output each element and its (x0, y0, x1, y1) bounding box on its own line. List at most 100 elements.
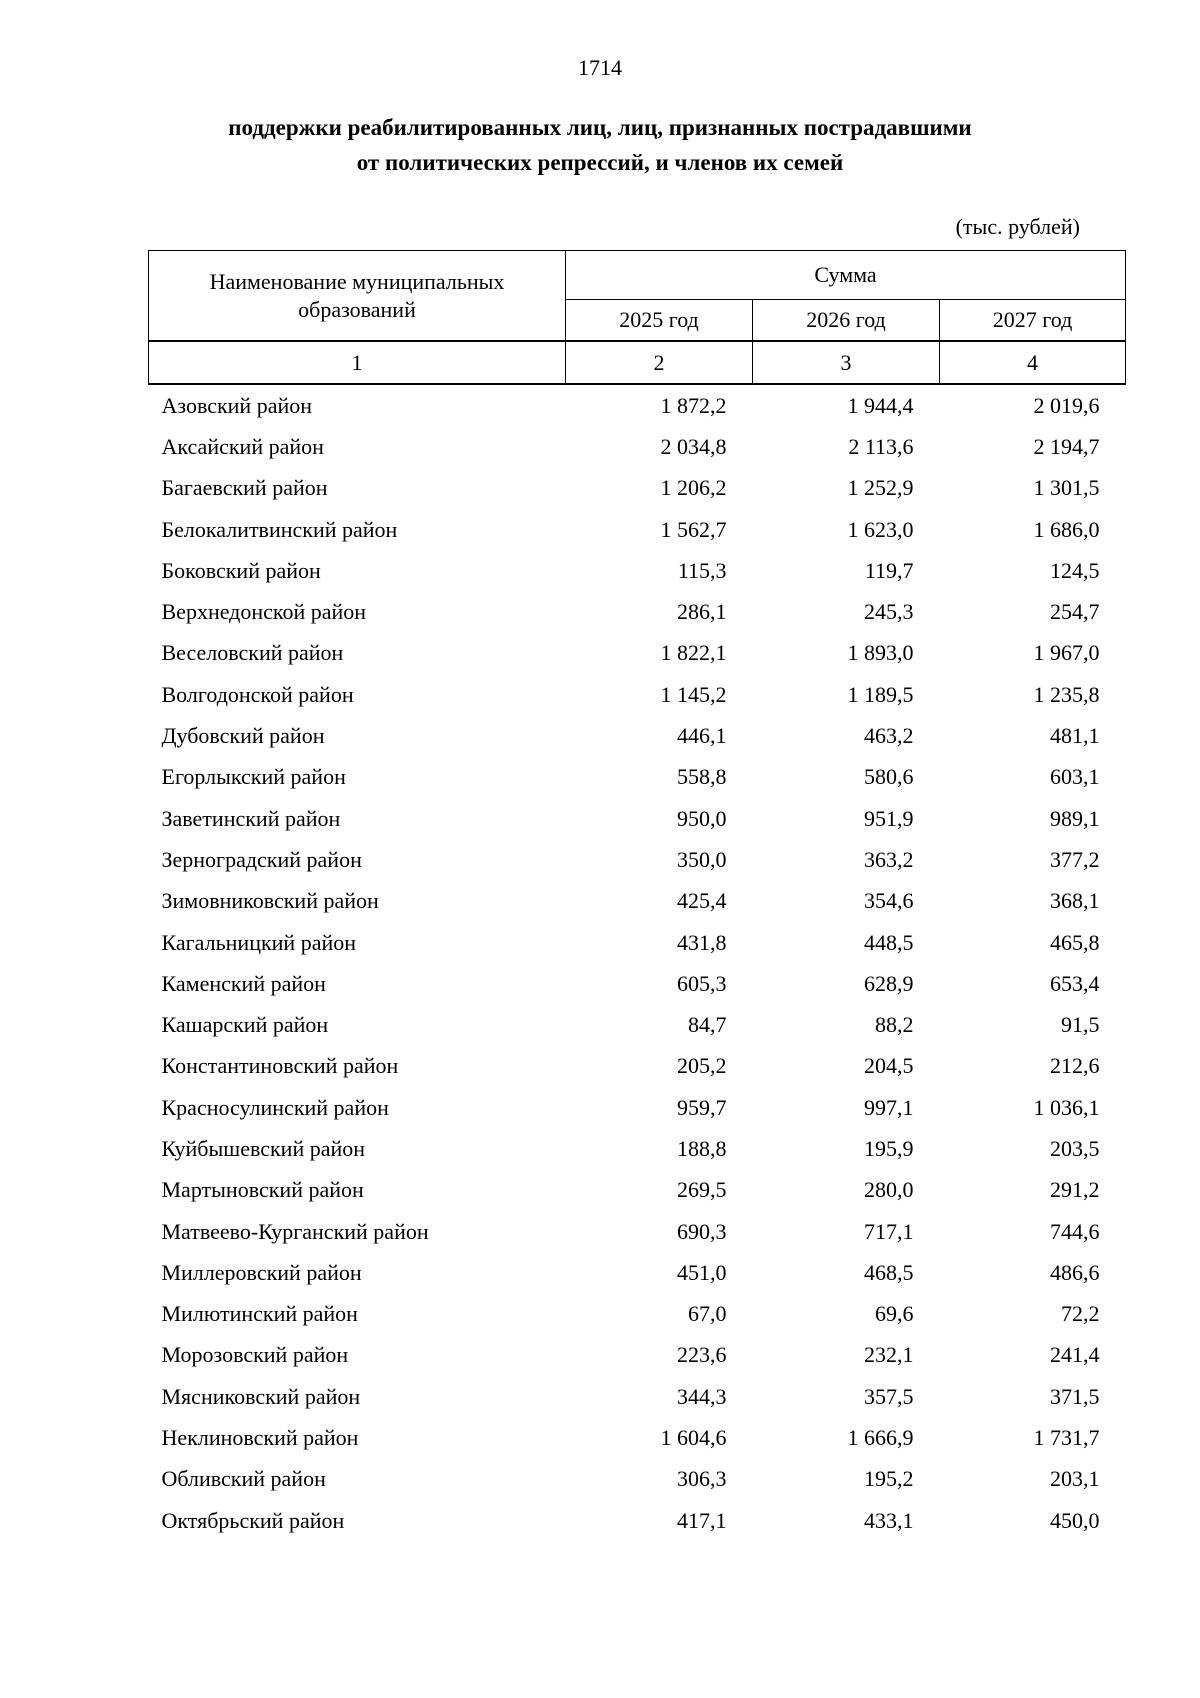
value-2026-cell: 363,2 (864, 846, 914, 872)
table-row: Мясниковский район 344,3 357,5 371,5 (149, 1376, 1126, 1417)
district-name-cell: Константиновский район (161, 1053, 399, 1079)
district-name-cell: Дубовский район (161, 723, 325, 749)
table-row: Константиновский район 205,2 204,5 212,6 (149, 1046, 1126, 1087)
value-2025-cell: 269,5 (677, 1177, 727, 1203)
value-2025-cell: 2 034,8 (660, 433, 727, 459)
value-2025-cell: 605,3 (677, 970, 727, 996)
value-2027-cell: 450,0 (1050, 1507, 1100, 1533)
table-row: Красносулинский район 959,7 997,1 1 036,1 (149, 1087, 1126, 1128)
value-2026-cell: 468,5 (864, 1259, 914, 1285)
value-2025-cell: 344,3 (677, 1383, 727, 1409)
column-number-2: 2 (565, 341, 753, 385)
district-name-cell: Обливский район (161, 1466, 326, 1492)
table-row: Морозовский район 223,6 232,1 241,4 (149, 1335, 1126, 1376)
table-row: Заветинский район 950,0 951,9 989,1 (149, 798, 1126, 839)
value-2025-cell: 205,2 (677, 1053, 727, 1079)
value-2025-cell: 67,0 (688, 1301, 727, 1327)
value-2027-cell: 653,4 (1050, 970, 1100, 996)
district-name-cell: Красносулинский район (161, 1094, 389, 1120)
year-2026-header: 2026 год (752, 299, 940, 342)
value-2025-cell: 223,6 (677, 1342, 727, 1368)
table-row: Миллеровский район 451,0 468,5 486,6 (149, 1252, 1126, 1293)
value-2026-cell: 204,5 (864, 1053, 914, 1079)
value-2026-cell: 448,5 (864, 929, 914, 955)
district-name-cell: Миллеровский район (161, 1259, 362, 1285)
value-2025-cell: 306,3 (677, 1466, 727, 1492)
value-2026-cell: 69,6 (875, 1301, 914, 1327)
district-name-cell: Егорлыкский район (161, 764, 346, 790)
table-body: Азовский район 1 872,2 1 944,4 2 019,6 Аксай… (149, 384, 1126, 1541)
table-row: Кашарский район 84,7 88,2 91,5 (149, 1004, 1126, 1045)
district-name-cell: Мясниковский район (161, 1383, 361, 1409)
value-2026-cell: 433,1 (864, 1507, 914, 1533)
district-name-cell: Куйбышевский район (161, 1135, 366, 1161)
value-2025-cell: 1 145,2 (660, 681, 727, 707)
table-row: Зимовниковский район 425,4 354,6 368,1 (149, 881, 1126, 922)
value-2026-cell: 580,6 (864, 764, 914, 790)
value-2027-cell: 465,8 (1050, 929, 1100, 955)
table-row: Дубовский район 446,1 463,2 481,1 (149, 715, 1126, 756)
table-row: Октябрьский район 417,1 433,1 450,0 (149, 1500, 1126, 1541)
value-2026-cell: 997,1 (864, 1094, 914, 1120)
value-2027-cell: 203,1 (1050, 1466, 1100, 1492)
column-number-4: 4 (938, 341, 1127, 385)
table-row: Белокалитвинский район 1 562,7 1 623,0 1 68… (149, 509, 1126, 550)
value-2026-cell: 354,6 (864, 888, 914, 914)
table-row: Кагальницкий район 431,8 448,5 465,8 (149, 922, 1126, 963)
table-row: Багаевский район 1 206,2 1 252,9 1 301,5 (149, 468, 1126, 509)
value-2027-cell: 1 301,5 (1033, 475, 1100, 501)
value-2026-cell: 1 189,5 (847, 681, 914, 707)
value-2027-cell: 124,5 (1050, 557, 1100, 583)
district-name-cell: Мартыновский район (161, 1177, 364, 1203)
value-2027-cell: 1 686,0 (1033, 516, 1100, 542)
column-number-3: 3 (752, 341, 940, 385)
value-2027-cell: 2 194,7 (1033, 433, 1100, 459)
district-name-cell: Боковский район (161, 557, 321, 583)
value-2026-cell: 951,9 (864, 805, 914, 831)
table-row: Боковский район 115,3 119,7 124,5 (149, 550, 1126, 591)
value-2025-cell: 188,8 (677, 1135, 727, 1161)
district-name-cell: Веселовский район (161, 640, 344, 666)
table-row: Милютинский район 67,0 69,6 72,2 (149, 1294, 1126, 1335)
value-2027-cell: 241,4 (1050, 1342, 1100, 1368)
value-2027-cell: 1 967,0 (1033, 640, 1100, 666)
district-name-cell: Октябрьский район (161, 1507, 345, 1533)
value-2026-cell: 195,2 (864, 1466, 914, 1492)
value-2025-cell: 286,1 (677, 599, 727, 625)
value-2026-cell: 119,7 (864, 557, 914, 583)
district-name-cell: Морозовский район (161, 1342, 349, 1368)
value-2025-cell: 959,7 (677, 1094, 727, 1120)
year-2025-header: 2025 год (565, 299, 753, 342)
table-row: Обливский район 306,3 195,2 203,1 (149, 1459, 1126, 1500)
value-2027-cell: 203,5 (1050, 1135, 1100, 1161)
value-2026-cell: 2 113,6 (848, 433, 914, 459)
value-2026-cell: 463,2 (864, 723, 914, 749)
table-row: Аксайский район 2 034,8 2 113,6 2 194,7 (149, 426, 1126, 467)
value-2027-cell: 91,5 (1061, 1012, 1100, 1038)
district-name-cell: Аксайский район (161, 433, 324, 459)
district-name-cell: Милютинский район (161, 1301, 358, 1327)
district-name-cell: Багаевский район (161, 475, 328, 501)
district-name-cell: Зимовниковский район (161, 888, 379, 914)
value-2027-cell: 291,2 (1050, 1177, 1100, 1203)
value-2027-cell: 212,6 (1050, 1053, 1100, 1079)
value-2027-cell: 481,1 (1050, 723, 1100, 749)
value-2027-cell: 254,7 (1050, 599, 1100, 625)
value-2025-cell: 950,0 (677, 805, 727, 831)
district-name-cell: Кашарский район (161, 1012, 329, 1038)
table-row: Каменский район 605,3 628,9 653,4 (149, 963, 1126, 1004)
value-2026-cell: 280,0 (864, 1177, 914, 1203)
district-name-cell: Азовский район (161, 392, 313, 418)
table-row: Куйбышевский район 188,8 195,9 203,5 (149, 1128, 1126, 1169)
district-name-cell: Матвеево-Курганский район (161, 1218, 429, 1244)
district-name-cell: Заветинский район (161, 805, 341, 831)
value-2027-cell: 1 235,8 (1033, 681, 1100, 707)
district-name-cell: Волгодонской район (161, 681, 354, 707)
district-name-cell: Каменский район (161, 970, 326, 996)
value-2025-cell: 690,3 (677, 1218, 727, 1244)
table-row: Мартыновский район 269,5 280,0 291,2 (149, 1170, 1126, 1211)
value-2025-cell: 84,7 (688, 1012, 727, 1038)
value-2027-cell: 72,2 (1061, 1301, 1100, 1327)
name-column-header: Наименование муниципальных образований (148, 250, 566, 342)
sum-group-header: Сумма (564, 250, 1127, 300)
